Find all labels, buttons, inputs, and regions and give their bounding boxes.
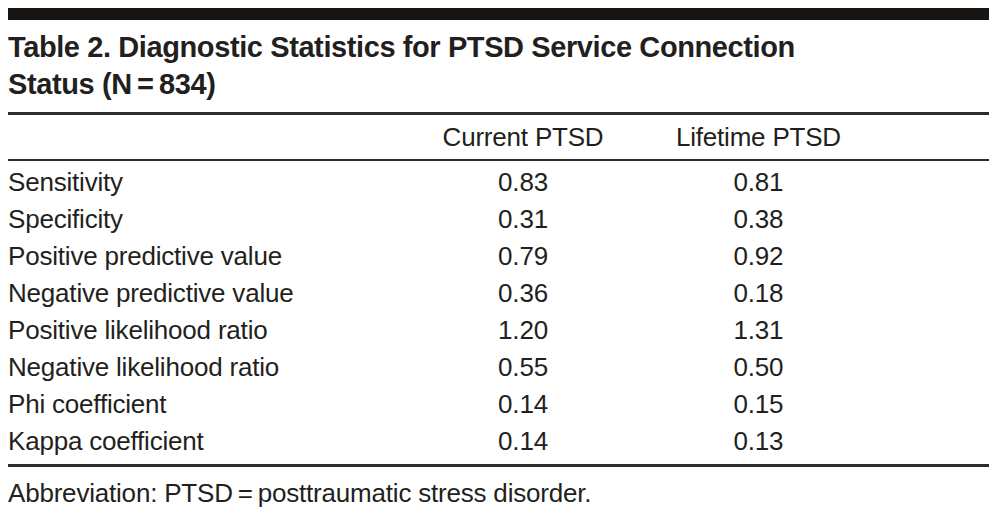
table-row: Sensitivity 0.83 0.81 (8, 160, 989, 201)
row-filler (881, 349, 989, 386)
row-label: Positive likelihood ratio (8, 312, 410, 349)
top-rule-bar (8, 8, 989, 20)
header-row: Current PTSD Lifetime PTSD (8, 114, 989, 161)
header-stat-column (8, 114, 410, 161)
row-label: Negative predictive value (8, 275, 410, 312)
current-ptsd-value: 0.14 (410, 423, 636, 464)
row-label: Positive predictive value (8, 238, 410, 275)
row-label: Phi coefficient (8, 386, 410, 423)
table-title-line2: Status (N = 834) (8, 68, 215, 100)
row-label: Negative likelihood ratio (8, 349, 410, 386)
table-title: Table 2. Diagnostic Statistics for PTSD … (8, 29, 989, 103)
row-label: Sensitivity (8, 160, 410, 201)
lifetime-ptsd-value: 1.31 (636, 312, 881, 349)
lifetime-ptsd-value: 0.15 (636, 386, 881, 423)
row-filler (881, 386, 989, 423)
table-figure: Table 2. Diagnostic Statistics for PTSD … (0, 0, 997, 517)
row-label: Specificity (8, 201, 410, 238)
diagnostic-stats-table: Current PTSD Lifetime PTSD Sensitivity 0… (8, 112, 989, 464)
row-filler (881, 312, 989, 349)
row-filler (881, 238, 989, 275)
current-ptsd-value: 0.31 (410, 201, 636, 238)
current-ptsd-value: 0.14 (410, 386, 636, 423)
table-title-line1: Table 2. Diagnostic Statistics for PTSD … (8, 31, 795, 63)
lifetime-ptsd-value: 0.50 (636, 349, 881, 386)
current-ptsd-value: 0.83 (410, 160, 636, 201)
row-filler (881, 423, 989, 464)
footnote-text: Abbreviation: PTSD = posttraumatic stres… (8, 478, 591, 508)
table-row: Kappa coefficient 0.14 0.13 (8, 423, 989, 464)
row-label: Kappa coefficient (8, 423, 410, 464)
lifetime-ptsd-value: 0.38 (636, 201, 881, 238)
table-row: Positive predictive value 0.79 0.92 (8, 238, 989, 275)
table-row: Phi coefficient 0.14 0.15 (8, 386, 989, 423)
header-lifetime-ptsd: Lifetime PTSD (636, 114, 881, 161)
lifetime-ptsd-value: 0.13 (636, 423, 881, 464)
header-current-ptsd: Current PTSD (410, 114, 636, 161)
lifetime-ptsd-value: 0.18 (636, 275, 881, 312)
lifetime-ptsd-value: 0.92 (636, 238, 881, 275)
lifetime-ptsd-value: 0.81 (636, 160, 881, 201)
row-filler (881, 201, 989, 238)
header-filler (881, 114, 989, 161)
current-ptsd-value: 1.20 (410, 312, 636, 349)
table-footnote: Abbreviation: PTSD = posttraumatic stres… (8, 464, 989, 517)
current-ptsd-value: 0.55 (410, 349, 636, 386)
current-ptsd-value: 0.36 (410, 275, 636, 312)
table-row: Specificity 0.31 0.38 (8, 201, 989, 238)
table-row: Negative predictive value 0.36 0.18 (8, 275, 989, 312)
table-row: Negative likelihood ratio 0.55 0.50 (8, 349, 989, 386)
row-filler (881, 275, 989, 312)
table-row: Positive likelihood ratio 1.20 1.31 (8, 312, 989, 349)
row-filler (881, 160, 989, 201)
current-ptsd-value: 0.79 (410, 238, 636, 275)
